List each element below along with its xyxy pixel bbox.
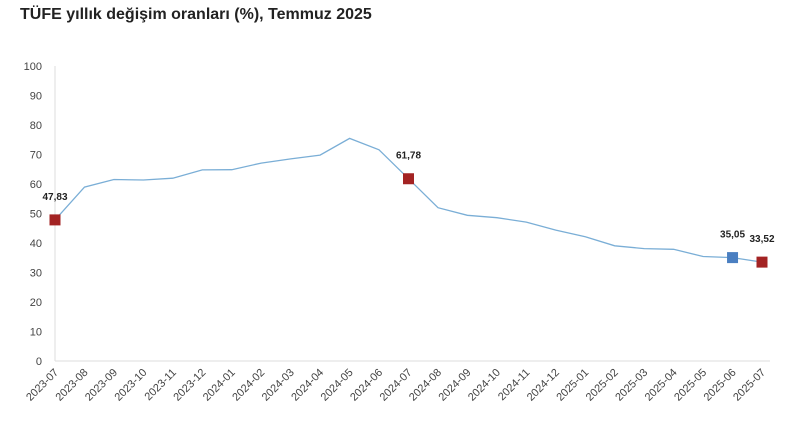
y-tick-label: 0 — [36, 356, 42, 368]
y-tick-label: 60 — [30, 179, 42, 191]
y-tick-label: 80 — [30, 120, 42, 132]
highlight-marker — [727, 252, 739, 264]
x-tick-label: 2023-10 — [112, 367, 149, 404]
y-tick-label: 100 — [24, 61, 42, 73]
x-tick-label: 2025-07 — [731, 367, 768, 404]
y-tick-label: 30 — [30, 268, 42, 280]
y-tick-label: 50 — [30, 209, 42, 221]
highlight-markers — [49, 173, 768, 268]
chart-title: TÜFE yıllık değişim oranları (%), Temmuz… — [20, 6, 372, 23]
data-label: 33,52 — [749, 234, 774, 245]
data-label: 35,05 — [720, 230, 745, 241]
y-tick-label: 10 — [30, 327, 42, 339]
y-tick-label: 20 — [30, 297, 42, 309]
y-axis: 0 10 20 30 40 50 60 70 80 90 100 — [24, 61, 42, 368]
x-tick-label: 2024-10 — [466, 367, 503, 404]
x-axis: 2023-072023-082023-092023-102023-112023-… — [24, 367, 768, 404]
y-tick-label: 90 — [30, 91, 42, 103]
highlight-marker — [49, 214, 61, 226]
data-labels: 47,83 61,78 35,05 33,52 — [42, 151, 774, 245]
highlight-marker — [403, 173, 414, 185]
data-label: 47,83 — [42, 192, 67, 203]
highlight-marker — [756, 256, 768, 268]
y-tick-label: 40 — [30, 238, 42, 250]
data-label: 61,78 — [396, 151, 421, 162]
y-tick-label: 70 — [30, 150, 42, 162]
